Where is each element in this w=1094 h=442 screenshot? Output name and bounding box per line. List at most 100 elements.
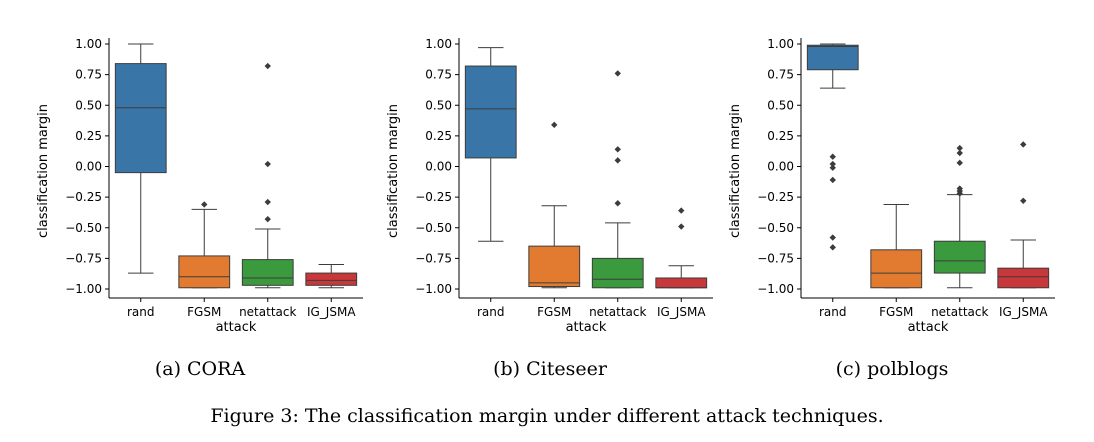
y-axis-title: classification margin [728,104,743,238]
box-rand [806,43,859,251]
y-tick-label: −0.75 [65,251,102,265]
outlier-point [614,146,621,153]
x-tick-label: rand [477,305,505,319]
x-tick-label: rand [819,305,847,319]
y-tick-label: 1.00 [425,37,452,51]
y-tick-label: 1.00 [75,37,102,51]
outlier-point [678,223,685,230]
outlier-point [956,149,963,157]
box-FGSM [870,203,923,289]
x-tick-label: FGSM [879,305,913,319]
outlier-point [829,176,836,184]
x-tick-label: rand [127,305,155,319]
y-tick-label: 0.25 [75,129,102,143]
outlier-point [614,157,621,164]
box-FGSM [178,201,231,289]
y-tick-label: −0.75 [415,251,452,265]
iqr-box [305,272,358,286]
y-axis-title: classification margin [386,104,401,238]
x-tick-label: netattack [239,305,296,319]
chart-svg: 1.00 0.75 0.50 0.25 0.00 −0.25 −0.50 −0.75 −1.00… [36,37,363,335]
outlier-point [614,200,621,207]
iqr-box [870,249,923,289]
outlier-point [829,164,836,171]
outlier-point [201,201,208,208]
outlier-point [1020,197,1027,204]
y-tick-label: −0.50 [415,221,452,235]
x-tick-label: IG_JSMA [999,305,1048,319]
outlier-point [956,159,963,167]
box-rand [114,43,167,274]
x-tick-label: FGSM [537,305,571,319]
x-axis-title: attack [908,320,949,335]
box-rand [464,47,517,242]
x-axis-title: attack [566,320,607,335]
y-axis-title: classification margin [36,104,51,238]
x-tick-label: IG_JSMA [657,305,706,319]
y-tick-label: 0.50 [767,98,794,112]
x-axis-title: attack [216,320,257,335]
outlier-point [829,153,836,160]
iqr-box [178,255,231,289]
outlier-point [264,62,271,70]
figure-caption: Figure 3: The classification margin unde… [210,405,884,427]
y-tick-label: 0.50 [425,98,452,112]
box-IG_JSMA [655,207,708,289]
subfigure-caption-cora: (a) CORA [154,358,246,380]
chart-svg: 1.00 0.75 0.50 0.25 0.00 −0.25 −0.50 −0.75 −1.00… [728,37,1055,335]
outlier-point [956,190,963,197]
iqr-box [591,257,644,289]
outlier-point [264,160,271,168]
box-netattack [591,70,644,289]
outlier-point [829,234,836,241]
iqr-box [528,245,581,288]
outlier-point [1020,141,1027,148]
box-IG_JSMA [305,264,358,289]
iqr-box [933,240,986,274]
y-tick-label: 0.25 [767,129,794,143]
iqr-box [997,267,1050,289]
y-tick-label: −0.50 [757,221,794,235]
subfigure-caption-citeseer: (b) Citeseer [493,358,607,380]
chart-panel-polblogs: 1.00 0.75 0.50 0.25 0.00 −0.25 −0.50 −0.75 −1.00… [722,0,1062,340]
y-tick-label: 0.75 [75,68,102,82]
chart-panel-citeseer: 1.00 0.75 0.50 0.25 0.00 −0.25 −0.50 −0.75 −1.00… [380,0,720,340]
box-FGSM [528,121,581,289]
y-tick-label: 0.75 [425,68,452,82]
y-tick-label: −1.00 [415,282,452,296]
y-tick-label: 0.25 [425,129,452,143]
x-tick-label: FGSM [187,305,221,319]
x-tick-label: netattack [589,305,646,319]
outlier-point [551,121,558,129]
iqr-box [241,259,294,286]
iqr-box [464,65,517,159]
box-IG_JSMA [997,141,1050,289]
iqr-box [655,277,708,289]
y-tick-label: −1.00 [757,282,794,296]
chart-svg: 1.00 0.75 0.50 0.25 0.00 −0.25 −0.50 −0.75 −1.00… [386,37,713,335]
y-tick-label: −0.25 [757,190,794,204]
box-netattack [241,62,294,289]
box-netattack [933,144,986,289]
y-tick-label: −0.75 [757,251,794,265]
x-tick-label: netattack [931,305,988,319]
x-tick-label: IG_JSMA [307,305,356,319]
y-tick-label: 1.00 [767,37,794,51]
y-tick-label: −0.25 [415,190,452,204]
y-tick-label: −0.50 [65,221,102,235]
y-tick-label: 0.75 [767,68,794,82]
outlier-point [956,144,963,152]
outlier-point [678,207,685,214]
y-tick-label: −1.00 [65,282,102,296]
outlier-point [264,198,271,206]
y-tick-label: 0.00 [767,160,794,174]
iqr-box [114,63,167,174]
outlier-point [829,160,836,168]
iqr-box [806,44,859,71]
chart-panel-cora: 1.00 0.75 0.50 0.25 0.00 −0.25 −0.50 −0.75 −1.00… [30,0,370,340]
y-tick-label: −0.25 [65,190,102,204]
outlier-point [264,215,271,223]
y-tick-label: 0.00 [425,160,452,174]
y-tick-label: 0.50 [75,98,102,112]
y-tick-label: 0.00 [75,160,102,174]
